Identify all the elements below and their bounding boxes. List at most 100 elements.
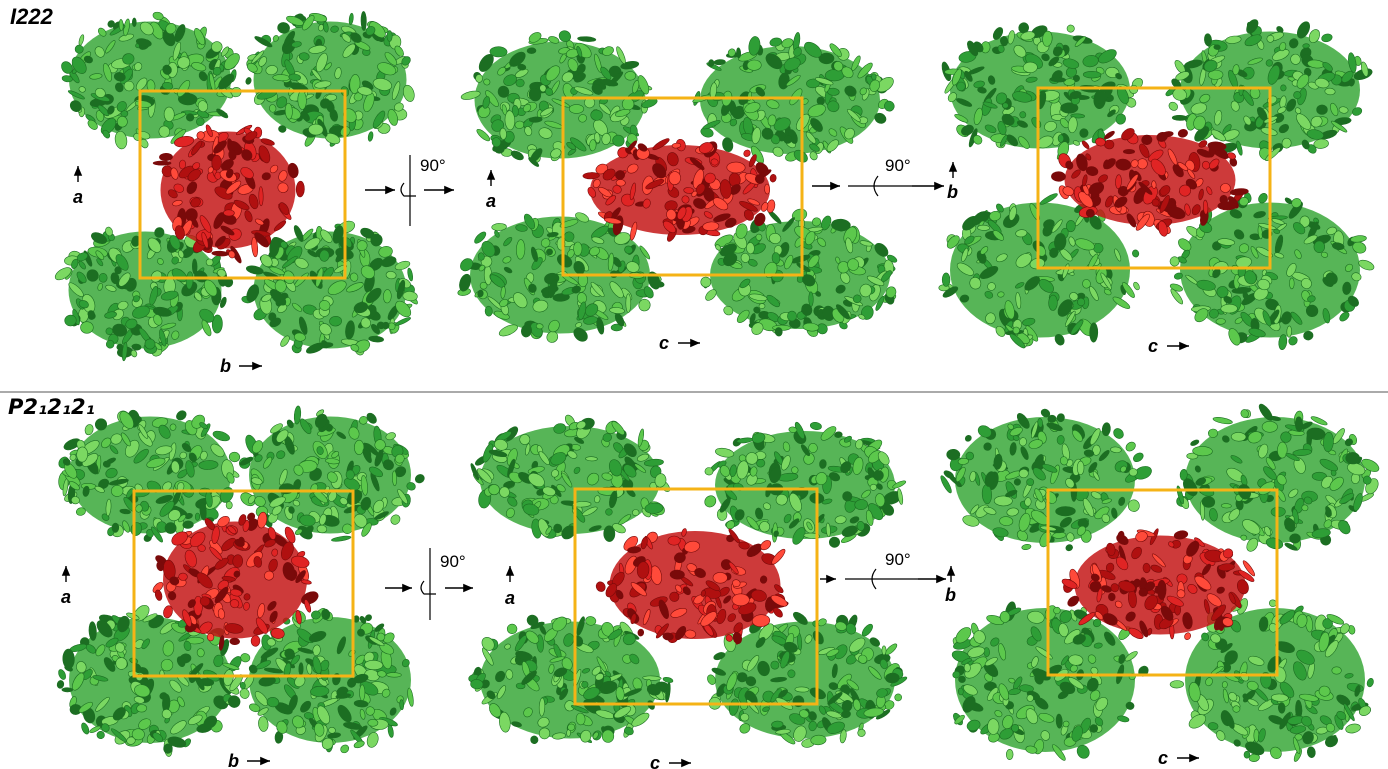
green-molecule-helix <box>834 431 842 437</box>
green-molecule-helix <box>871 74 876 81</box>
green-molecule-helix <box>507 624 517 634</box>
green-molecule-helix <box>78 34 85 46</box>
rotation-symbol <box>401 183 416 196</box>
red-molecule-helix <box>207 633 214 641</box>
green-molecule-helix <box>80 722 90 735</box>
green-molecule-helix <box>977 225 990 231</box>
green-molecule-helix <box>165 523 176 534</box>
green-molecule-helix <box>1208 429 1218 438</box>
green-molecule-helix <box>386 672 401 677</box>
red-molecule-helix <box>223 210 234 217</box>
green-molecule-helix <box>1024 497 1031 506</box>
green-molecule-helix <box>643 676 662 681</box>
green-molecule-helix <box>1231 432 1246 441</box>
green-molecule-helix <box>1167 100 1179 112</box>
green-molecule-helix <box>62 688 73 692</box>
green-molecule-helix <box>1321 33 1333 43</box>
green-molecule-helix <box>1289 278 1294 289</box>
green-molecule-helix <box>1233 705 1241 712</box>
red-molecule-helix <box>769 174 776 183</box>
green-molecule-helix <box>387 31 392 42</box>
red-molecule-helix <box>732 594 749 606</box>
green-molecule-helix <box>958 676 965 683</box>
red-molecule-helix <box>1220 183 1230 193</box>
section-title: P2₁2₁2₁ <box>8 395 95 419</box>
green-molecule-helix <box>625 71 636 80</box>
red-molecule-helix <box>713 572 727 583</box>
green-molecule-helix <box>1011 724 1018 732</box>
green-molecule-helix <box>353 740 365 749</box>
green-molecule-helix <box>192 259 197 274</box>
green-molecule-helix <box>736 48 741 58</box>
green-molecule-helix <box>539 698 545 716</box>
red-molecule-helix <box>668 536 680 545</box>
green-molecule-helix <box>602 730 614 743</box>
red-molecule-helix <box>230 638 240 645</box>
green-molecule-helix <box>1278 702 1285 713</box>
green-molecule-helix <box>573 242 582 256</box>
axis-label: b <box>945 585 956 605</box>
green-molecule-helix <box>1266 60 1273 67</box>
rotation-symbol <box>421 581 436 594</box>
green-molecule-helix <box>480 282 487 289</box>
green-molecule-helix <box>1132 281 1140 291</box>
green-molecule-helix <box>119 19 124 31</box>
green-molecule-helix <box>360 685 365 701</box>
axis-label: c <box>650 753 660 769</box>
green-molecule-helix <box>1282 138 1292 148</box>
green-molecule-helix <box>1102 422 1112 436</box>
green-molecule-helix <box>1048 295 1057 311</box>
green-molecule-helix <box>62 649 74 669</box>
green-molecule-helix <box>349 13 354 25</box>
green-molecule-helix <box>136 704 146 712</box>
green-molecule-helix <box>239 687 251 700</box>
green-molecule-helix <box>339 743 350 754</box>
green-molecule-helix <box>387 724 394 737</box>
green-molecule-helix <box>1346 452 1360 464</box>
green-molecule-helix <box>1317 105 1328 115</box>
green-molecule-helix <box>715 447 735 459</box>
red-molecule-helix <box>1203 200 1208 214</box>
green-molecule-helix <box>56 680 64 689</box>
green-molecule-helix <box>1262 421 1278 432</box>
green-molecule-helix <box>1132 451 1145 463</box>
green-molecule-helix <box>1314 241 1325 253</box>
green-molecule-helix <box>1019 111 1026 118</box>
red-molecule-helix <box>296 181 305 197</box>
green-molecule-helix <box>787 311 796 321</box>
red-molecule-helix <box>179 160 186 169</box>
green-molecule-helix <box>795 687 809 693</box>
green-molecule-helix <box>1303 43 1310 48</box>
red-molecule-helix <box>159 153 172 161</box>
green-molecule-helix <box>81 322 94 334</box>
red-molecule-helix <box>251 635 260 646</box>
green-molecule-helix <box>810 421 823 430</box>
green-molecule-helix <box>1350 235 1367 243</box>
red-molecule-helix <box>1218 201 1237 210</box>
green-molecule-helix <box>632 509 639 516</box>
green-molecule-helix <box>1170 680 1184 688</box>
green-molecule-helix <box>1132 249 1140 257</box>
green-molecule-helix <box>498 322 520 338</box>
rotation-label: 90° <box>440 552 466 571</box>
green-molecule-helix <box>1287 326 1292 338</box>
green-molecule-helix <box>882 646 886 655</box>
green-molecule-helix <box>997 291 1004 297</box>
green-molecule-helix <box>1366 677 1375 687</box>
green-molecule-helix <box>1021 543 1031 550</box>
green-molecule-helix <box>1083 71 1101 78</box>
green-molecule-helix <box>131 344 141 351</box>
molecules <box>53 11 1381 763</box>
green-molecule-helix <box>1345 723 1361 735</box>
green-molecule-helix <box>964 434 973 443</box>
green-molecule-helix <box>1221 503 1231 508</box>
green-molecule-helix <box>1216 318 1226 324</box>
green-molecule-helix <box>1281 85 1287 91</box>
axis-label: b <box>947 182 958 202</box>
green-molecule-helix <box>132 18 136 27</box>
green-molecule-helix <box>367 131 373 141</box>
green-molecule-helix <box>1222 681 1228 688</box>
green-molecule-helix <box>368 336 383 343</box>
green-molecule-helix <box>957 82 966 91</box>
rotation-label: 90° <box>420 156 446 175</box>
